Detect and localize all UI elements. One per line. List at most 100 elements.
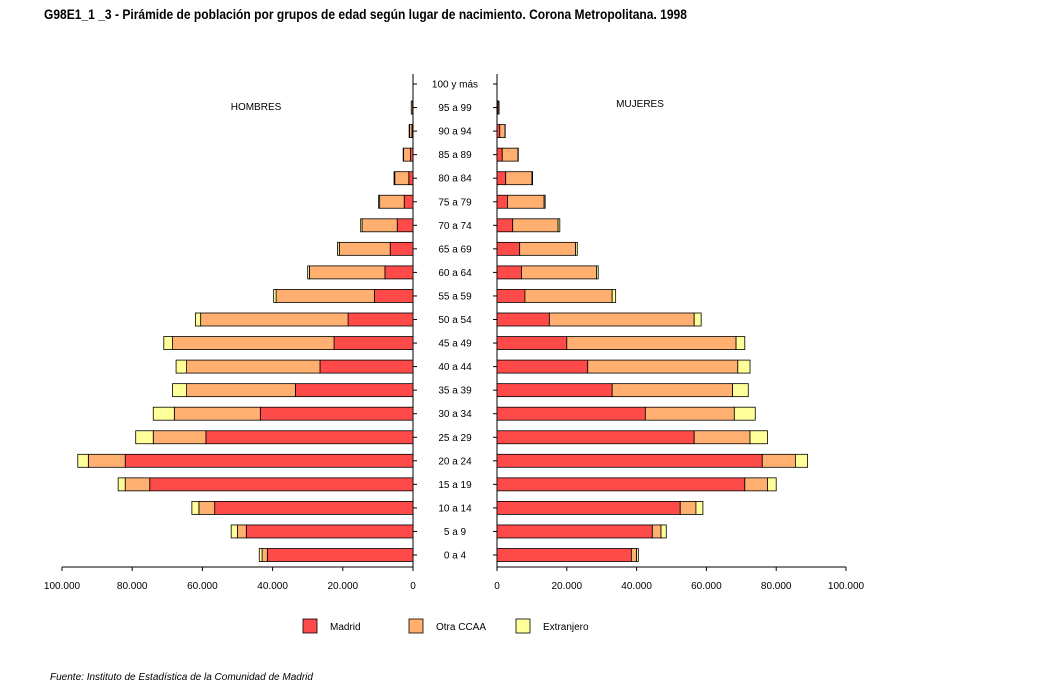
bar-mujeres-otra-ccaa bbox=[497, 100, 500, 115]
x-tick-label-hombres: 80.000 bbox=[117, 581, 148, 592]
bar-mujeres-madrid bbox=[496, 430, 695, 445]
age-group-label: 15 a 19 bbox=[438, 480, 472, 491]
bar-mujeres-extranjero bbox=[531, 171, 533, 186]
bar-hombres-extranjero bbox=[135, 430, 154, 445]
bar-hombres-otra-ccaa bbox=[200, 312, 349, 327]
bar-mujeres-madrid bbox=[496, 336, 568, 350]
panel-title-mujeres: MUJERES bbox=[616, 99, 664, 110]
x-tick-label-hombres: 0 bbox=[410, 581, 416, 592]
bar-hombres-madrid bbox=[205, 430, 414, 445]
bar-mujeres-extranjero bbox=[737, 359, 751, 374]
bar-mujeres-extranjero bbox=[660, 524, 667, 539]
bar-hombres-madrid bbox=[408, 171, 414, 186]
bar-hombres-extranjero bbox=[337, 241, 340, 256]
age-group-label: 50 a 54 bbox=[438, 315, 472, 326]
bar-mujeres-otra-ccaa bbox=[519, 241, 576, 256]
bar-hombres-madrid bbox=[214, 500, 414, 515]
bar-mujeres-otra-ccaa bbox=[744, 477, 768, 492]
bar-hombres-madrid bbox=[295, 383, 414, 398]
bar-hombres-madrid bbox=[333, 336, 414, 350]
age-group-label: 100 y más bbox=[432, 80, 478, 91]
bar-mujeres-extranjero bbox=[732, 383, 749, 398]
bar-hombres-madrid bbox=[389, 241, 414, 256]
bar-mujeres-otra-ccaa bbox=[679, 500, 697, 515]
bar-hombres-otra-ccaa bbox=[361, 218, 398, 233]
bar-mujeres-madrid bbox=[496, 289, 526, 303]
legend-label: Madrid bbox=[330, 622, 361, 633]
bar-hombres-otra-ccaa bbox=[87, 453, 126, 468]
age-group-label: 70 a 74 bbox=[438, 221, 472, 232]
bar-mujeres-extranjero bbox=[735, 336, 746, 350]
age-group-label: 80 a 84 bbox=[438, 174, 472, 185]
bar-mujeres-otra-ccaa bbox=[611, 383, 733, 398]
bar-mujeres-madrid bbox=[496, 383, 613, 398]
bar-hombres-extranjero bbox=[378, 194, 381, 209]
bar-mujeres-otra-ccaa bbox=[630, 548, 637, 562]
source-note: Fuente: Instituto de Estadística de la C… bbox=[50, 672, 313, 683]
age-group-label: 10 a 14 bbox=[438, 503, 472, 514]
bar-hombres-extranjero bbox=[258, 548, 263, 562]
bar-mujeres-madrid bbox=[496, 453, 763, 468]
bar-hombres-otra-ccaa bbox=[410, 100, 414, 115]
bar-mujeres-madrid bbox=[496, 218, 514, 233]
bar-hombres-madrid bbox=[396, 218, 414, 233]
bar-mujeres-otra-ccaa bbox=[499, 124, 506, 138]
bar-hombres-extranjero bbox=[152, 406, 175, 421]
bar-mujeres-madrid bbox=[496, 194, 508, 209]
age-group-label: 20 a 24 bbox=[438, 456, 472, 467]
bar-hombres-extranjero bbox=[307, 265, 310, 280]
age-group-label: 65 a 69 bbox=[438, 244, 472, 255]
bar-mujeres-madrid bbox=[496, 241, 521, 256]
bar-mujeres-madrid bbox=[496, 406, 646, 421]
bar-hombres-madrid bbox=[319, 359, 414, 374]
x-tick-label-hombres: 40.000 bbox=[257, 581, 288, 592]
bar-mujeres-madrid bbox=[496, 312, 550, 327]
age-group-label: 30 a 34 bbox=[438, 409, 472, 420]
bar-mujeres-extranjero bbox=[733, 406, 756, 421]
age-group-label: 85 a 89 bbox=[438, 150, 472, 161]
age-group-label: 35 a 39 bbox=[438, 386, 472, 397]
bar-hombres-otra-ccaa bbox=[173, 406, 261, 421]
bar-hombres-otra-ccaa bbox=[379, 194, 405, 209]
x-tick-label-mujeres: 100.000 bbox=[828, 581, 865, 592]
bar-mujeres-madrid bbox=[496, 548, 632, 562]
chart-title: G98E1_1 _3 - Pirámide de población por g… bbox=[44, 6, 687, 22]
bar-mujeres-otra-ccaa bbox=[651, 524, 662, 539]
legend-label: Extranjero bbox=[543, 622, 589, 633]
bar-hombres-otra-ccaa bbox=[309, 265, 386, 280]
bar-mujeres-otra-ccaa bbox=[512, 218, 559, 233]
bar-hombres-otra-ccaa bbox=[198, 500, 216, 515]
bar-hombres-madrid bbox=[403, 194, 414, 209]
bar-mujeres-madrid bbox=[496, 500, 681, 515]
bar-hombres-otra-ccaa bbox=[275, 289, 375, 303]
bar-mujeres-extranjero bbox=[693, 312, 702, 327]
age-group-label: 95 a 99 bbox=[438, 103, 472, 114]
bar-hombres-extranjero bbox=[393, 171, 396, 186]
bar-mujeres-madrid bbox=[496, 147, 503, 162]
bar-mujeres-madrid bbox=[496, 171, 507, 186]
bar-hombres-extranjero bbox=[175, 359, 188, 374]
bar-mujeres-extranjero bbox=[543, 194, 546, 209]
bar-mujeres-otra-ccaa bbox=[521, 265, 597, 280]
bar-hombres-extranjero bbox=[172, 383, 188, 398]
age-group-label: 40 a 44 bbox=[438, 362, 472, 373]
age-group-label: 90 a 94 bbox=[438, 127, 472, 138]
bar-hombres-madrid bbox=[373, 289, 414, 303]
bar-hombres-otra-ccaa bbox=[186, 359, 321, 374]
bar-mujeres-extranjero bbox=[596, 265, 599, 280]
bar-hombres-madrid bbox=[124, 453, 414, 468]
panel-title-hombres: HOMBRES bbox=[231, 102, 282, 113]
bar-mujeres-otra-ccaa bbox=[644, 406, 735, 421]
legend-swatch bbox=[515, 618, 531, 634]
bar-hombres-madrid bbox=[149, 477, 414, 492]
bar-mujeres-extranjero bbox=[695, 500, 704, 515]
bar-hombres-extranjero bbox=[117, 477, 126, 492]
bar-mujeres-otra-ccaa bbox=[524, 289, 613, 303]
x-tick-label-mujeres: 60.000 bbox=[691, 581, 722, 592]
bar-hombres-otra-ccaa bbox=[394, 171, 410, 186]
bar-hombres-otra-ccaa bbox=[172, 336, 335, 350]
bar-mujeres-extranjero bbox=[636, 548, 639, 562]
bar-hombres-extranjero bbox=[163, 336, 173, 350]
x-tick-label-hombres: 60.000 bbox=[187, 581, 218, 592]
bar-hombres-otra-ccaa bbox=[338, 241, 391, 256]
